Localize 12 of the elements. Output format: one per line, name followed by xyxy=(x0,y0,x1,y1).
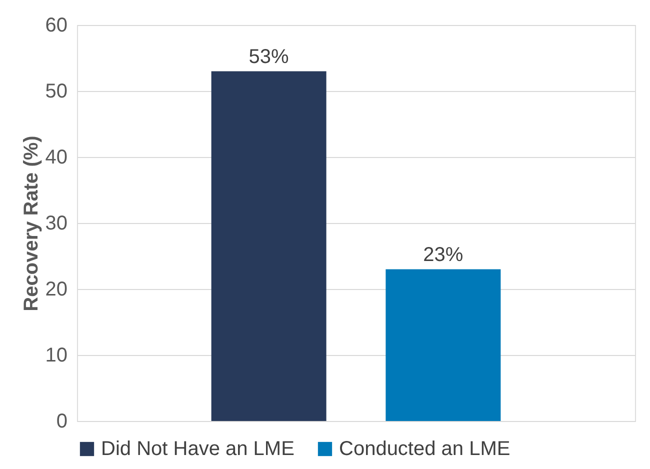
y-tick-label: 40 xyxy=(45,146,68,168)
data-label: 23% xyxy=(423,244,464,266)
y-tick-label: 60 xyxy=(45,14,68,36)
y-tick-label: 10 xyxy=(45,344,68,366)
legend-label: Did Not Have an LME xyxy=(101,438,294,460)
data-label: 53% xyxy=(248,46,290,68)
legend-label: Conducted an LME xyxy=(339,438,510,460)
y-tick-label: 0 xyxy=(56,410,68,432)
y-tick-label: 20 xyxy=(45,278,68,300)
y-axis-title: Recovery Rate (%) xyxy=(20,136,42,312)
y-tick-label: 50 xyxy=(45,80,68,102)
y-tick-label: 30 xyxy=(45,212,68,234)
